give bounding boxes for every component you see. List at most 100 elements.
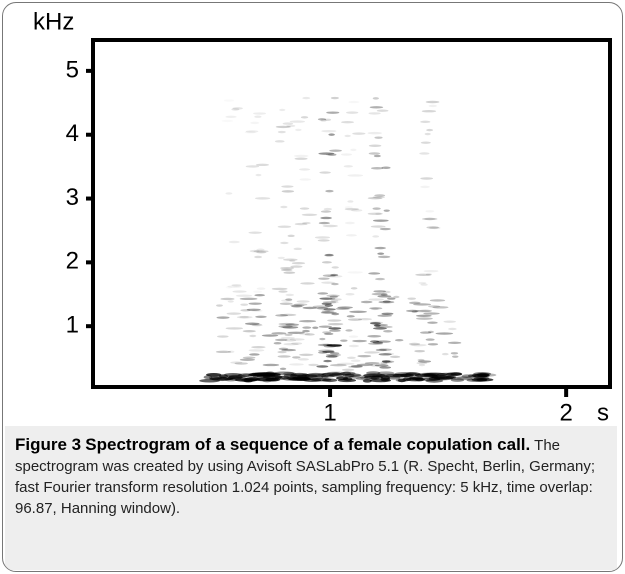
texture-blob — [329, 295, 338, 298]
texture-blob — [378, 353, 392, 356]
texture-blob — [237, 373, 257, 377]
texture-blob — [256, 251, 267, 254]
texture-blob — [299, 207, 310, 210]
texture-blob — [232, 290, 247, 293]
texture-blob — [456, 375, 479, 380]
texture-blob — [330, 298, 342, 301]
texture-blob — [281, 185, 294, 188]
texture-blob — [322, 350, 335, 354]
texture-blob — [328, 133, 335, 136]
texture-blob — [420, 185, 430, 189]
texture-blob — [275, 125, 291, 129]
texture-blob — [380, 362, 388, 365]
texture-blob — [216, 304, 223, 307]
texture-blob — [364, 351, 380, 354]
texture-blob — [377, 295, 392, 298]
texture-blob — [290, 304, 305, 307]
texture-blob — [302, 326, 312, 329]
texture-blob — [377, 374, 389, 379]
texture-blob — [379, 348, 392, 351]
texture-blob — [278, 325, 293, 328]
texture-blob — [206, 373, 222, 377]
y-axis-label: kHz — [33, 8, 74, 35]
texture-blob — [299, 178, 312, 181]
texture-blob — [312, 326, 319, 329]
texture-blob — [327, 319, 342, 322]
texture-blob — [376, 109, 389, 112]
caption-text: The spectrogram was created by using Avi… — [15, 437, 595, 517]
texture-blob — [256, 287, 266, 290]
texture-blob — [325, 355, 338, 358]
texture-blob — [350, 359, 361, 362]
texture-blob — [256, 248, 265, 251]
texture-blob — [246, 308, 261, 311]
texture-blob — [410, 343, 427, 347]
texture-blob — [350, 365, 363, 368]
texture-blob — [280, 299, 293, 302]
texture-blob — [323, 308, 336, 311]
texture-blob — [372, 97, 379, 100]
texture-blob — [356, 363, 374, 367]
texture-blob — [241, 373, 250, 378]
texture-blob — [242, 329, 256, 333]
texture-blob — [324, 254, 334, 257]
texture-blob — [300, 282, 315, 285]
texture-blob — [277, 256, 285, 260]
texture-blob — [203, 375, 213, 379]
texture-blob — [312, 305, 330, 308]
texture-blob — [277, 225, 292, 228]
texture-blob — [285, 298, 293, 301]
texture-blob — [375, 277, 385, 281]
texture-blob — [327, 275, 343, 278]
texture-blob — [321, 309, 331, 313]
texture-blob — [336, 362, 355, 366]
texture-blob — [435, 376, 445, 380]
texture-blob — [408, 342, 421, 346]
texture-blob — [281, 190, 295, 193]
texture-blob — [377, 252, 385, 255]
texture-blob — [350, 287, 358, 290]
texture-blob — [420, 120, 431, 124]
texture-blob — [323, 359, 332, 363]
texture-blob — [307, 372, 325, 377]
texture-blob — [360, 375, 369, 380]
texture-blob — [369, 322, 381, 325]
texture-blob — [344, 134, 351, 138]
texture-blob — [381, 312, 394, 315]
texture-blob — [284, 333, 293, 336]
texture-blob — [367, 131, 382, 135]
texture-blob — [352, 132, 366, 135]
texture-blob — [351, 209, 363, 212]
texture-blob — [279, 367, 287, 371]
texture-blob — [299, 332, 311, 336]
texture-blob — [327, 153, 337, 156]
texture-blob — [476, 377, 488, 382]
texture-blob — [208, 375, 227, 380]
texture-blob — [291, 305, 303, 308]
plot-frame — [91, 38, 612, 389]
texture-blob — [318, 325, 332, 328]
texture-blob — [347, 318, 363, 321]
texture-blob — [378, 300, 395, 304]
texture-blob — [302, 329, 310, 333]
texture-blob — [461, 374, 473, 378]
texture-blob — [448, 327, 457, 331]
texture-blob — [244, 322, 260, 325]
texture-blob — [418, 309, 433, 313]
texture-blob — [282, 326, 299, 329]
texture-blob — [369, 307, 383, 310]
texture-blob — [271, 287, 288, 291]
texture-blob — [254, 197, 271, 200]
texture-blob — [377, 255, 391, 259]
texture-blob — [240, 309, 251, 312]
texture-blob — [283, 258, 298, 261]
texture-blob — [331, 312, 340, 316]
texture-blob — [234, 362, 248, 365]
texture-blob — [255, 315, 267, 319]
texture-blob — [405, 372, 421, 376]
texture-blob — [225, 192, 233, 195]
texture-blob — [287, 234, 295, 238]
texture-blob — [285, 293, 295, 297]
figure-caption: Figure 3 Spectrogram of a sequence of a … — [5, 426, 617, 570]
